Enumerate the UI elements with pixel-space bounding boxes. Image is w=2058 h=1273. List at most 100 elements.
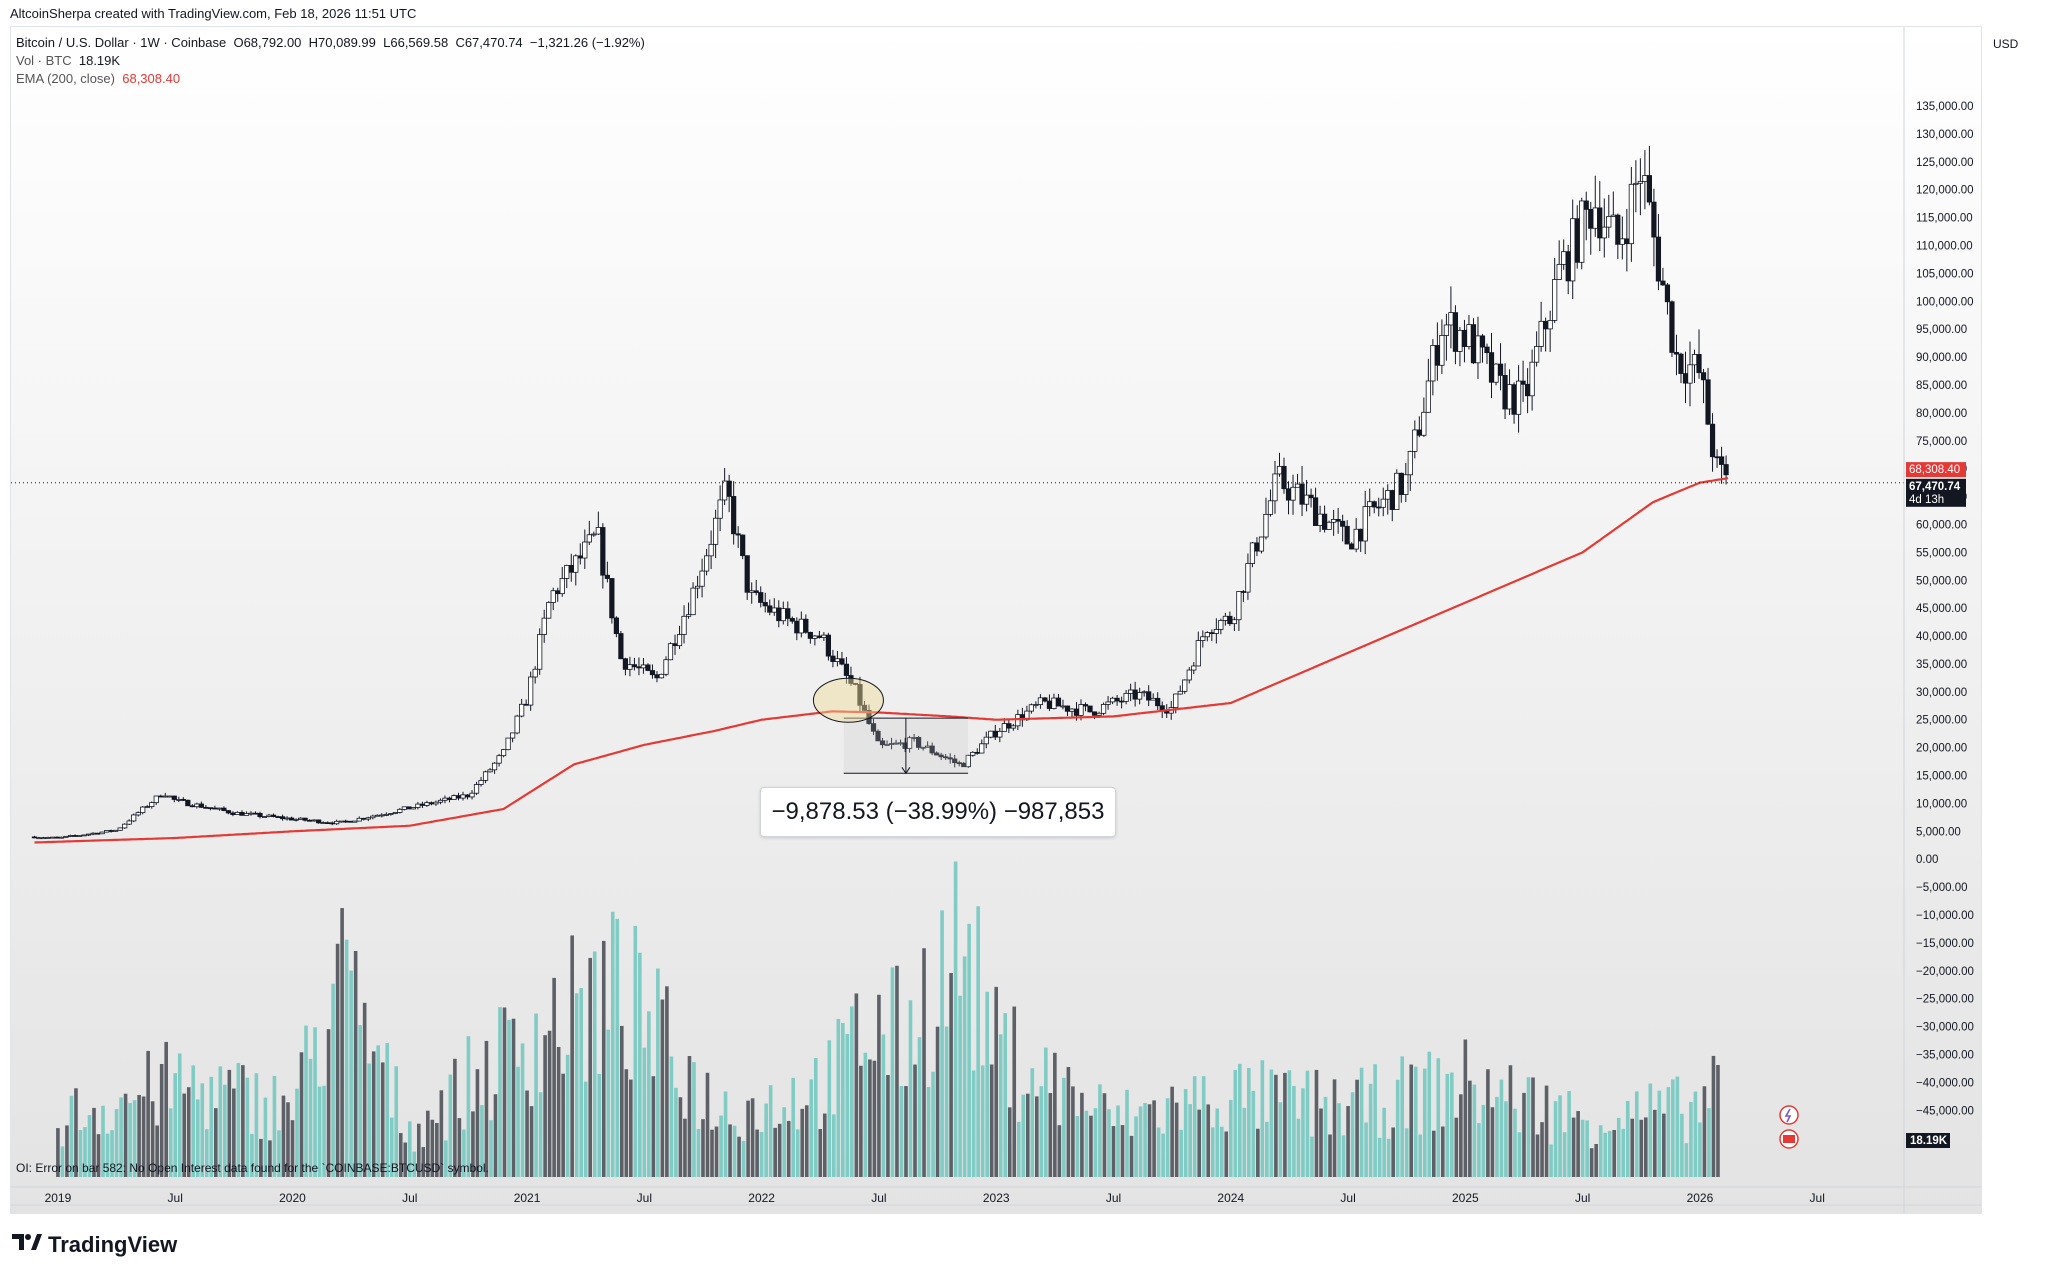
tradingview-logo[interactable]: TradingView bbox=[12, 1232, 177, 1258]
candle-body bbox=[1173, 693, 1179, 708]
volume-bar bbox=[349, 970, 353, 1177]
volume-bar bbox=[453, 1058, 457, 1177]
candle-body bbox=[1119, 700, 1125, 703]
volume-bar bbox=[245, 1077, 250, 1177]
candle-body bbox=[397, 808, 403, 813]
candle-body bbox=[1367, 501, 1373, 507]
price-tick-label: 20,000.00 bbox=[1916, 743, 1967, 755]
candle-body bbox=[541, 617, 547, 635]
volume-bar bbox=[1639, 1119, 1644, 1177]
chart-canvas[interactable]: 135,000.00 130,000.00 125,000.00 120,000.00… bbox=[11, 27, 1981, 1213]
volume-bar bbox=[1598, 1125, 1603, 1177]
candle-body bbox=[749, 590, 755, 593]
candle-body bbox=[595, 527, 601, 535]
price-tick-label: 60,000.00 bbox=[1916, 519, 1967, 531]
volume-bar bbox=[141, 1096, 146, 1177]
volume-bar bbox=[1576, 1111, 1580, 1177]
candle-body bbox=[216, 807, 223, 810]
volume-bar bbox=[1120, 1125, 1125, 1177]
candle-body bbox=[1394, 472, 1400, 510]
candle-body bbox=[965, 754, 971, 768]
candle-body bbox=[1322, 513, 1328, 530]
candle-body bbox=[329, 822, 335, 825]
volume-bar bbox=[737, 1136, 741, 1177]
volume-bar bbox=[917, 1037, 922, 1177]
candle-body bbox=[997, 730, 1003, 738]
volume-bar bbox=[777, 1123, 782, 1177]
volume-bar bbox=[755, 1129, 759, 1177]
candle-body bbox=[1060, 705, 1066, 708]
volume-bar bbox=[1616, 1117, 1621, 1177]
volume-bar bbox=[1504, 1101, 1508, 1177]
candle-body bbox=[311, 819, 317, 822]
candle-body bbox=[1479, 335, 1486, 348]
volume-bar bbox=[1413, 1066, 1418, 1177]
candle-body bbox=[1430, 345, 1436, 382]
volume-bar bbox=[606, 1029, 611, 1177]
price-tick-label: 120,000.00 bbox=[1916, 185, 1974, 197]
candle-body bbox=[410, 807, 416, 810]
volume-bar bbox=[1125, 1089, 1129, 1177]
volume-bar bbox=[448, 1074, 453, 1177]
candle-body bbox=[550, 590, 556, 603]
candle-body bbox=[771, 607, 777, 613]
volume-bar bbox=[1183, 1089, 1188, 1177]
candle-body bbox=[1723, 464, 1729, 476]
price-tick-label: 50,000.00 bbox=[1916, 575, 1967, 587]
candle-body bbox=[1087, 705, 1093, 713]
price-tick-label: 130,000.00 bbox=[1916, 129, 1974, 141]
volume-bar bbox=[818, 1128, 823, 1177]
candle-body bbox=[591, 533, 597, 536]
chart-area[interactable]: 135,000.00 130,000.00 125,000.00 120,000.00… bbox=[10, 26, 1982, 1214]
legend-low: L66,569.58 bbox=[383, 35, 449, 50]
volume-bar bbox=[665, 986, 669, 1177]
volume-bar bbox=[899, 1086, 904, 1177]
candle-body bbox=[1340, 520, 1346, 527]
candle-body bbox=[1209, 632, 1215, 634]
volume-bar bbox=[1206, 1104, 1211, 1177]
candle-body bbox=[122, 823, 128, 829]
candle-body bbox=[54, 836, 60, 839]
candle-body bbox=[1177, 690, 1183, 695]
candle-body bbox=[1128, 689, 1134, 694]
candle-body bbox=[1037, 697, 1044, 705]
candle-body bbox=[415, 803, 421, 808]
volume-bar bbox=[1621, 1128, 1626, 1177]
candle-body bbox=[58, 836, 65, 839]
candle-body bbox=[49, 836, 56, 839]
volume-bar bbox=[1684, 1143, 1689, 1177]
time-tick-label: 2019 bbox=[45, 1191, 72, 1205]
legend-vol-label[interactable]: Vol · BTC bbox=[16, 53, 72, 68]
legend-ema-label[interactable]: EMA (200, close) bbox=[16, 71, 115, 86]
candle-body bbox=[437, 799, 444, 803]
volume-bar bbox=[565, 1054, 570, 1177]
currency-label[interactable]: USD bbox=[1993, 37, 2019, 51]
volume-bar bbox=[1048, 1093, 1053, 1177]
candle-body bbox=[1543, 320, 1549, 330]
legend-symbol[interactable]: Bitcoin / U.S. Dollar · 1W · Coinbase bbox=[16, 35, 227, 50]
candle-body bbox=[36, 837, 42, 840]
candle-body bbox=[501, 749, 507, 757]
volume-bar bbox=[1513, 1108, 1517, 1177]
candle-body bbox=[1308, 494, 1314, 499]
candle-body bbox=[613, 617, 619, 634]
volume-bar bbox=[868, 1059, 872, 1177]
volume-bar bbox=[398, 1133, 403, 1177]
candle-body bbox=[491, 762, 498, 771]
candle-body bbox=[135, 812, 141, 816]
candle-body bbox=[379, 814, 385, 817]
candle-body bbox=[63, 835, 69, 838]
candle-body bbox=[1349, 543, 1355, 550]
volume-bar bbox=[890, 967, 895, 1177]
candle-body bbox=[374, 814, 380, 817]
time-tick-label: 2026 bbox=[1687, 1191, 1714, 1205]
candle-body bbox=[424, 802, 430, 806]
candle-body bbox=[1669, 301, 1675, 353]
candle-body bbox=[645, 664, 651, 671]
volume-bar bbox=[624, 1069, 629, 1177]
volume-bar bbox=[218, 1066, 223, 1177]
volume-bar bbox=[1080, 1092, 1084, 1177]
candle-body bbox=[1452, 312, 1459, 352]
candle-body bbox=[1331, 519, 1337, 523]
candle-body bbox=[1592, 207, 1598, 229]
